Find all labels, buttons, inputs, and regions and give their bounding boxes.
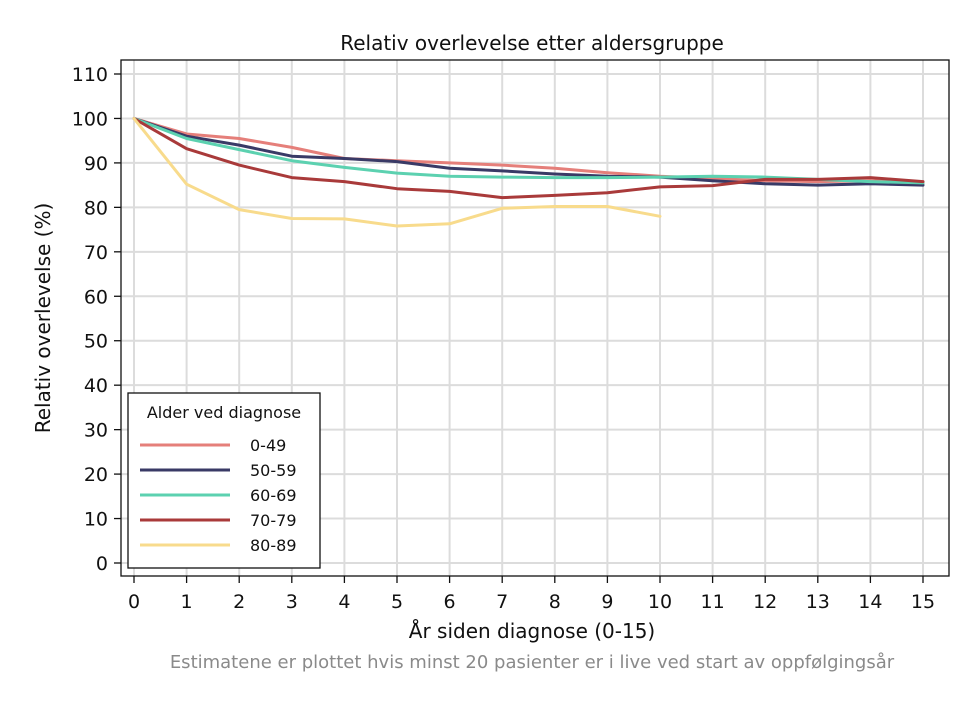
x-tick-label: 8 — [549, 591, 561, 613]
y-tick-label: 0 — [96, 553, 108, 575]
x-tick-label: 10 — [648, 591, 672, 613]
legend-label-0-49: 0-49 — [250, 436, 286, 455]
series-line-50-59 — [132, 117, 925, 187]
x-axis-title: År siden diagnose (0-15) — [409, 619, 655, 643]
x-tick-label: 13 — [806, 591, 830, 613]
x-tick-label: 11 — [701, 591, 725, 613]
y-tick-label: 90 — [84, 153, 108, 175]
legend-label-80-89: 80-89 — [250, 536, 297, 555]
plot-area-frame — [120, 59, 950, 577]
chart-caption: Estimatene er plottet hvis minst 20 pasi… — [170, 652, 895, 673]
y-tick-label: 60 — [84, 286, 108, 308]
legend-label-50-59: 50-59 — [250, 461, 297, 480]
x-tick-label: 5 — [391, 591, 403, 613]
x-tick-label: 7 — [496, 591, 508, 613]
legend-label-60-69: 60-69 — [250, 486, 297, 505]
x-tick-label: 12 — [753, 591, 777, 613]
y-tick-label: 40 — [84, 375, 108, 397]
y-tick-label: 100 — [72, 108, 108, 130]
y-tick-label: 20 — [84, 464, 108, 486]
y-tick-label: 80 — [84, 197, 108, 219]
chart-title: Relativ overlevelse etter aldersgruppe — [340, 31, 724, 55]
y-tick-label: 30 — [84, 420, 108, 442]
y-axis: 0 10 20 30 40 50 60 70 80 90 100 110 — [72, 64, 121, 575]
y-tick-label: 50 — [84, 331, 108, 353]
x-tick-label: 0 — [128, 591, 140, 613]
series-line-0-49 — [132, 117, 925, 185]
x-tick-label: 15 — [911, 591, 935, 613]
y-axis-title: Relativ overlevelse (%) — [31, 203, 55, 434]
series-line-70-79 — [132, 117, 925, 200]
x-tick-label: 2 — [233, 591, 245, 613]
x-axis: 0 1 2 3 4 5 6 7 8 9 10 11 12 13 14 15 — [128, 576, 935, 613]
series-line-80-89 — [132, 117, 662, 228]
x-tick-label: 1 — [181, 591, 193, 613]
legend-label-70-79: 70-79 — [250, 511, 297, 530]
legend-title: Alder ved diagnose — [147, 403, 301, 422]
x-tick-label: 4 — [338, 591, 350, 613]
x-tick-label: 6 — [444, 591, 456, 613]
y-tick-label: 110 — [72, 64, 108, 86]
x-tick-label: 14 — [858, 591, 882, 613]
x-tick-label: 3 — [286, 591, 298, 613]
x-tick-label: 9 — [601, 591, 613, 613]
legend-items: 0-49 50-59 60-69 70-79 80-89 — [140, 436, 297, 555]
y-tick-label: 10 — [84, 509, 108, 531]
legend: Alder ved diagnose 0-49 50-59 60-69 70-79 80… — [127, 392, 321, 569]
y-tick-label: 70 — [84, 242, 108, 264]
series-lines — [132, 117, 925, 228]
legend-box — [127, 392, 321, 569]
